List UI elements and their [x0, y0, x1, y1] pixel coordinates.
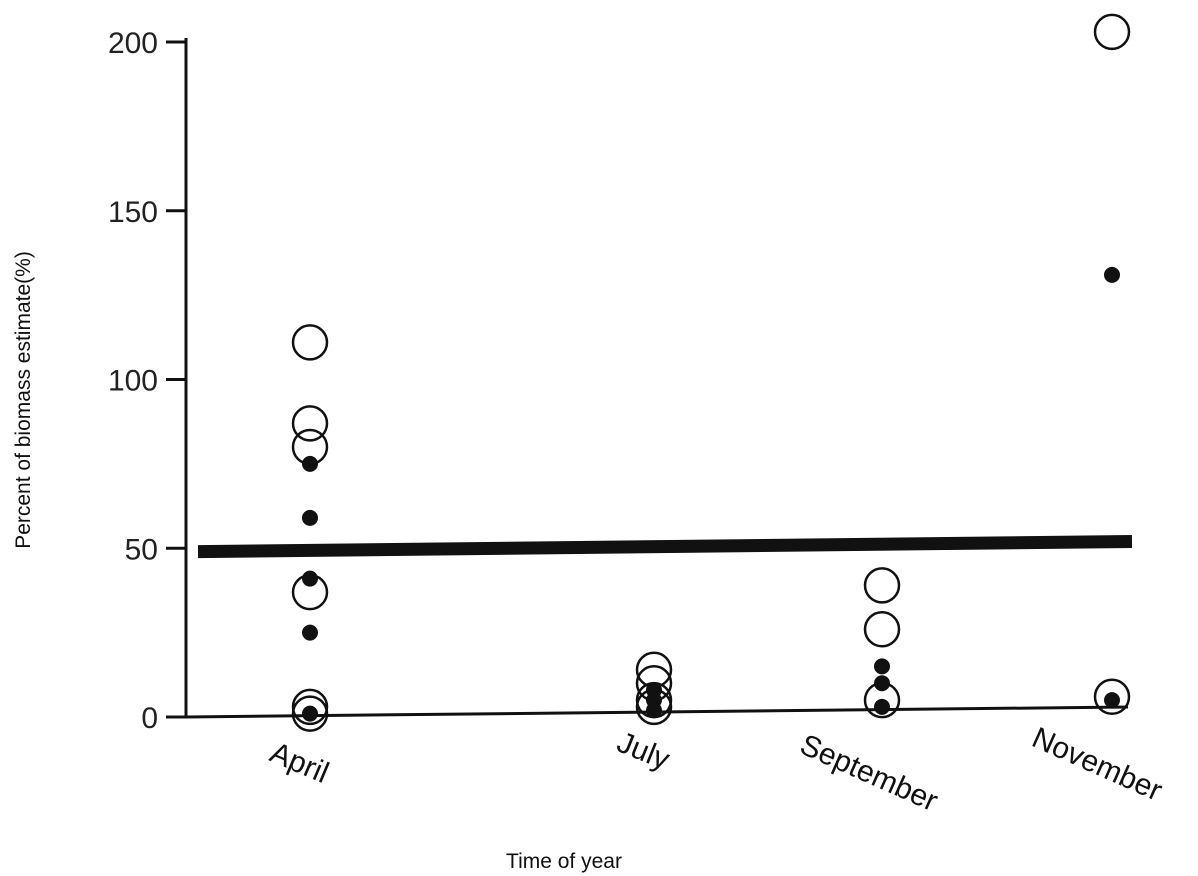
open-circle-point [863, 567, 901, 604]
reference-line [197, 535, 1133, 559]
open-circle-point [291, 405, 329, 442]
filled-dot-point [302, 455, 318, 472]
category-label-april: April [265, 736, 333, 790]
y-tick-label: 100 [108, 365, 158, 398]
y-tick-label: 50 [125, 533, 158, 566]
y-ticks: 0 50 100 150 200 [108, 27, 186, 735]
open-circle-point [291, 324, 329, 361]
category-label-september: September [795, 728, 942, 818]
filled-dot-point [302, 570, 318, 587]
filled-dot-point [874, 675, 890, 692]
open-circle-point [291, 688, 329, 726]
filled-dot-point [874, 658, 890, 675]
data-points [291, 13, 1131, 732]
y-tick-label: 150 [108, 196, 158, 229]
open-circle-point [1093, 13, 1131, 51]
y-tick-label: 0 [141, 702, 158, 735]
filled-dot-point [302, 509, 318, 526]
filled-dot-point [1104, 266, 1120, 283]
category-label-november: November [1027, 721, 1167, 807]
filled-dot-point [1104, 692, 1120, 709]
open-circle-point [291, 695, 329, 732]
filled-dot-point [302, 705, 318, 722]
y-axis-title: Percent of biomass estimate(%) [12, 251, 35, 549]
filled-dot-point [302, 624, 318, 641]
category-label-july: July [612, 726, 674, 777]
axes [184, 38, 1129, 719]
y-tick-label: 200 [108, 27, 158, 60]
filled-dot-point [646, 702, 662, 719]
filled-dot-point [874, 698, 890, 715]
category-labels: April July September November [265, 721, 1167, 818]
open-circle-point [1093, 678, 1131, 715]
open-circle-point [863, 611, 901, 648]
x-axis-title: Time of year [506, 850, 622, 873]
